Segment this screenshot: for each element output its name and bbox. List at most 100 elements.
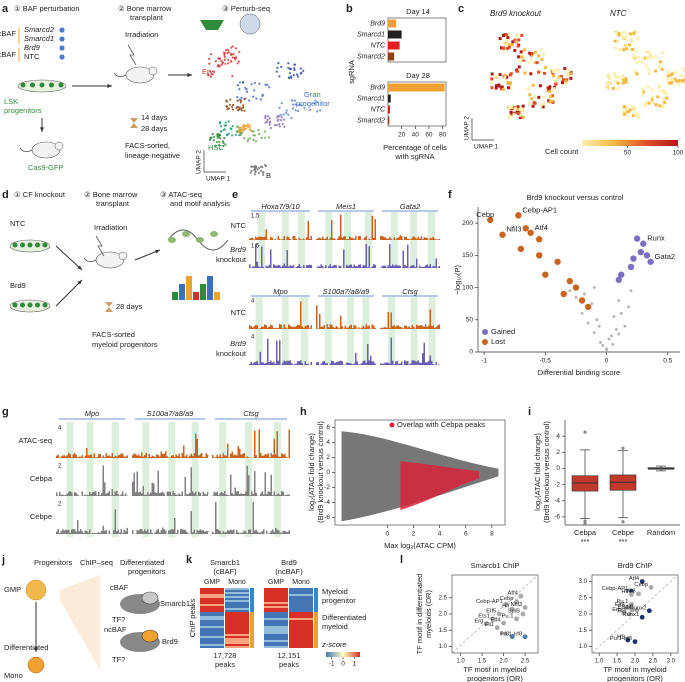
density-bin [646,85,650,89]
group-bar [250,632,254,634]
umap-cell [254,169,257,172]
row-label: NTC [231,221,247,230]
category-label: Cebpe [612,528,634,537]
point [627,263,635,271]
umap-cell [240,130,243,133]
density-bin [508,32,512,36]
point [527,229,534,236]
heatmap-cell [200,604,224,606]
density-bin [616,81,620,85]
umap-cell [218,143,221,147]
label: ① CF knockout [14,190,66,199]
heatmap-cell [225,604,249,606]
umap-cell [257,166,261,170]
subplot-title: Smarcb1 ChIP [471,561,520,570]
density-bin [503,48,507,52]
cell [12,302,18,308]
heatmap-cell [225,608,249,610]
tick-label: 6 [326,424,330,431]
umap-cell [231,75,234,78]
peak-region [410,297,418,363]
chart-title: Brd9 knockout versus control [527,193,624,202]
density-bin [535,61,539,65]
virus [59,27,65,33]
peak-region [191,422,199,537]
group-bar [314,640,318,642]
heatmap-cell [289,628,313,630]
density-bin [522,48,526,52]
label: TF motif in differentiated [415,574,424,655]
significance: *** [581,537,590,546]
heatmap-cell [289,596,313,598]
umap-cell [223,58,226,61]
density-bin [559,77,563,81]
point [607,337,611,341]
group-bar [250,634,254,636]
label: (ncBAF) [275,567,303,576]
umap-cell [290,76,293,79]
density-bin [623,45,627,49]
umap-cell [291,99,294,102]
locus: Meis1 [336,202,356,211]
umap-cell [209,136,212,139]
category-label: Smarcd1 [357,31,385,38]
density-bin [509,72,513,76]
umap-cell [220,63,223,66]
tick-label: 150 [462,252,473,259]
outlier [583,430,587,434]
virus [59,45,65,51]
umap-cell [231,125,234,128]
label: UMAP 1 [474,144,498,151]
label: 17,728 [214,651,237,660]
group-bar [250,606,254,608]
label: Percentage of cells [383,143,447,152]
density-bin [559,75,563,79]
umap-cell [228,103,232,106]
density-bin [660,51,664,55]
heatmap-cell [264,606,288,608]
point-cloud [400,461,479,510]
point [637,248,645,256]
point-label: Erg [612,607,621,613]
density-bin [641,60,645,64]
heatmap-cell [289,632,313,634]
umap-cell [227,58,230,61]
density-bin [569,76,573,80]
point [487,216,494,224]
point-label: Pu.1-Irf8 [500,631,522,637]
heatmap-cell [289,606,313,608]
point-label: Cebp-AP1 [522,205,557,214]
density-bin [531,83,535,87]
panel-letter: h [300,406,307,418]
density-bin [507,45,511,49]
arrow [55,245,83,271]
umap-cell [279,118,283,122]
group-bar [314,626,318,628]
point-label: Atf4 [535,223,548,232]
label: 12,151 [278,651,301,660]
density-bin [541,105,545,109]
heatmap-cell [264,622,288,624]
motif-letter [200,284,206,300]
density-bin [637,59,641,63]
mouse-tail [113,72,127,77]
point-label: Erg [474,618,483,624]
umap-cell [219,125,223,128]
tick-label: 3.0 [667,659,676,665]
density-bin [660,67,664,71]
density-bin [494,84,498,88]
label: 4 [251,335,255,341]
umap-cell [208,138,212,141]
tick-label: 4 [556,433,560,440]
tick-label: 1.5 [439,628,448,634]
umap-cell [299,72,302,75]
heatmap-cell [264,600,288,602]
umap-cell [280,116,283,119]
label: FACS-sorted [92,330,135,339]
density-bin [550,69,554,73]
umap-cell [211,132,214,136]
density-bin [677,82,681,86]
density-bin [537,70,541,74]
density-bin [509,112,513,116]
heatmap-cell [200,596,224,598]
